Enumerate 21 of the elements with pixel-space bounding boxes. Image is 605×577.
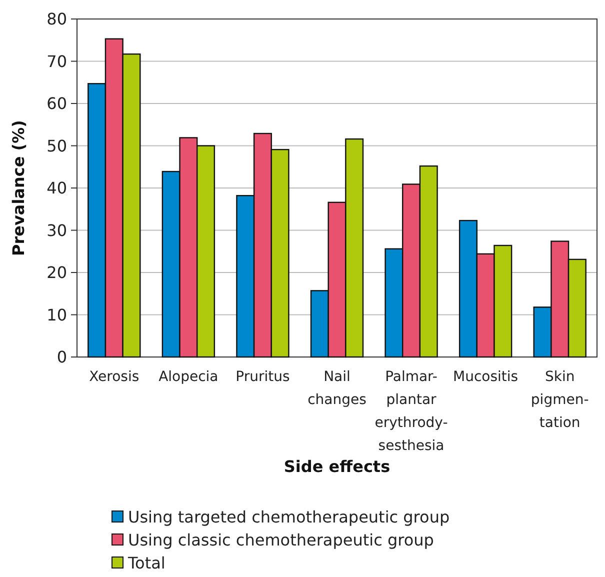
y-tick-label: 30 [46,220,67,240]
y-tick-label: 40 [46,178,67,198]
y-tick-label: 60 [46,94,67,114]
legend-label: Using targeted chemotherapeutic group [128,508,450,527]
y-tick-label: 80 [46,10,67,29]
y-tick-label: 70 [46,52,67,71]
y-tick-label: 0 [56,348,67,367]
legend-label: Total [127,554,166,573]
x-tick-label: Palmar- plantar erythrody- sesthesia [374,369,448,454]
y-axis-title: Prevalance (%) [9,120,28,256]
x-axis-title: Side effects [284,457,390,476]
x-tick-label: Pruritus [236,369,290,385]
y-tick-label: 20 [46,263,67,282]
x-tick-label: Mucositis [453,369,518,385]
y-tick-label: 50 [46,136,67,156]
x-tick-label: Nail changes [308,369,366,408]
x-tick-label: Skin pigmen- tation [530,369,589,431]
x-tick-label: Alopecia [158,369,218,385]
x-tick-label: Xerosis [89,369,140,385]
y-tick-label: 10 [46,305,67,324]
legend-label: Using classic chemotherapeutic group [128,530,434,550]
